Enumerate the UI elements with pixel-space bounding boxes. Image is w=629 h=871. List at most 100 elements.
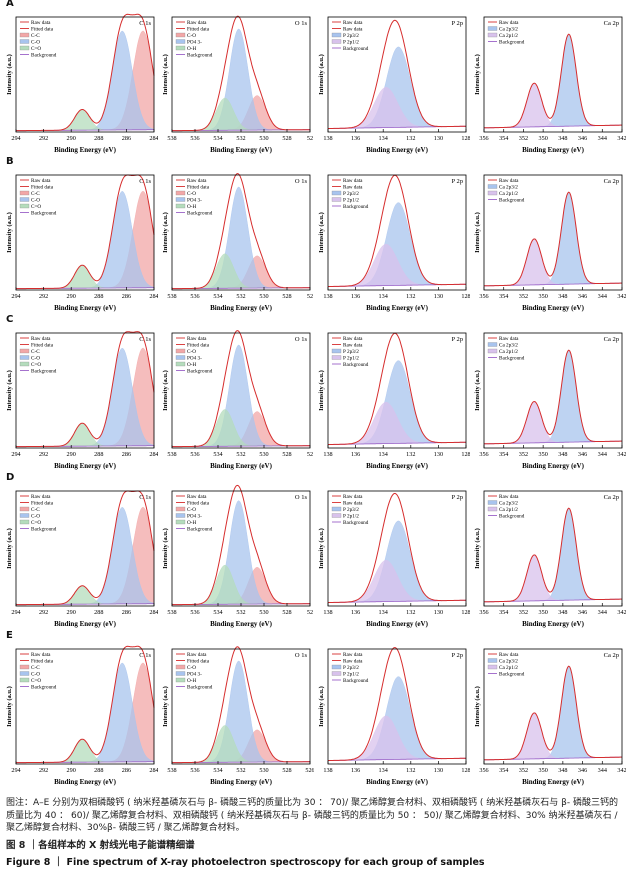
legend-label: PO4 3- (187, 40, 202, 46)
x-tick-label: 344 (598, 609, 607, 616)
legend-swatch (487, 348, 498, 354)
legend-swatch (331, 197, 342, 202)
x-tick-label: 346 (578, 293, 587, 300)
caption-title-cn: 图 8 ｜各组样本的 X 射线光电子能谱精细谱 (6, 839, 195, 851)
legend-swatch (487, 506, 498, 512)
x-tick-label: 354 (499, 609, 508, 616)
legend-label: Background (31, 527, 57, 533)
x-tick-label: 286 (122, 767, 131, 774)
x-tick-label: 288 (94, 293, 103, 300)
plot-frame (327, 174, 467, 291)
x-tick-label: 344 (598, 135, 607, 142)
x-tick-label: 348 (558, 451, 567, 458)
x-tick-label: 52 (307, 293, 313, 300)
x-axis-label: Binding Energy (eV) (54, 778, 117, 786)
xps-panel-e-ca2p: 356 354 352 350 348 346 344 342 Binding Energy (… (474, 648, 626, 786)
y-axis-label: Intensity (a.u.) (162, 54, 169, 95)
legend-swatch (19, 671, 30, 676)
legend-label: Raw data (499, 336, 519, 342)
x-tick-label: 356 (479, 609, 488, 616)
x-tick-label: 534 (213, 293, 222, 300)
x-tick-label: 130 (434, 609, 443, 616)
y-axis-label: Intensity (a.u.) (318, 686, 325, 727)
legend-label: Background (343, 520, 369, 526)
legend-swatch (19, 348, 30, 354)
xps-panel-c-p2p: 138 136 134 132 130 128 Binding Energy (eV) Int… (318, 332, 470, 470)
legend-label: Raw data (187, 178, 207, 184)
legend-swatch (331, 664, 342, 670)
plot-frame (483, 174, 623, 291)
panel-title: C 1s (139, 20, 151, 27)
y-axis-label: Intensity (a.u.) (474, 370, 481, 411)
raw-data-line (16, 331, 155, 448)
x-tick-label: 294 (11, 767, 20, 774)
x-tick-label: 344 (598, 451, 607, 458)
legend-label: Background (31, 53, 57, 59)
x-tick-label: 528 (282, 135, 291, 142)
x-tick-label: 534 (213, 451, 222, 458)
legend-label: Background (343, 362, 369, 368)
legend-swatch (487, 184, 498, 189)
legend-label: Fitted data (187, 659, 210, 665)
legend-swatch (487, 658, 498, 663)
legend-label: Raw data (343, 343, 363, 349)
xps-panel-a-p2p: 138 136 134 132 130 128 Binding Energy (eV) Int… (318, 16, 470, 154)
x-tick-label: 290 (67, 451, 76, 458)
panel-title: O 1s (295, 20, 308, 27)
x-axis-label: Binding Energy (eV) (210, 304, 273, 312)
legend-swatch (175, 197, 186, 202)
legend-label: C-O (31, 514, 40, 520)
x-tick-label: 286 (122, 609, 131, 616)
peak-ca-2p3-2 (483, 191, 622, 287)
x-tick-label: 292 (39, 135, 48, 142)
x-tick-label: 136 (351, 767, 360, 774)
x-tick-label: 346 (578, 767, 587, 774)
legend-swatch (487, 664, 498, 670)
xps-panel-c-o1s: 538 536 534 532 530 528 52 Binding Energy (eV) I… (162, 330, 313, 470)
x-tick-label: 284 (149, 451, 158, 458)
legend-label: Raw data (343, 501, 363, 507)
y-axis-label: Intensity (a.u.) (474, 528, 481, 569)
x-tick-label: 352 (519, 609, 528, 616)
x-tick-label: 350 (539, 767, 548, 774)
legend-label: Raw data (343, 178, 363, 184)
legend-label: C-O (31, 198, 40, 204)
legend-label: Background (187, 685, 213, 691)
plot-frame (327, 648, 467, 765)
x-tick-label: 352 (519, 767, 528, 774)
legend-swatch (175, 45, 186, 51)
legend-swatch (175, 664, 186, 670)
x-tick-label: 346 (578, 135, 587, 142)
legend-label: C-O (187, 507, 196, 513)
legend-label: C=O (31, 204, 41, 210)
x-tick-label: 130 (434, 135, 443, 142)
panel-title: C 1s (139, 178, 151, 185)
y-axis-label: Intensity (a.u.) (318, 370, 325, 411)
x-axis-label: Binding Energy (eV) (522, 146, 585, 154)
raw-data-line (328, 332, 467, 445)
y-axis-label: Intensity (a.u.) (6, 528, 13, 569)
legend-swatch (19, 677, 30, 683)
legend-swatch (331, 506, 342, 512)
x-tick-label: 530 (259, 135, 268, 142)
legend-label: Ca 2p1/2 (499, 349, 518, 355)
x-tick-label: 284 (149, 135, 158, 142)
legend-swatch (331, 39, 342, 44)
x-tick-label: 294 (11, 609, 20, 616)
x-tick-label: 532 (236, 451, 245, 458)
x-tick-label: 284 (149, 767, 158, 774)
legend-label: Raw data (31, 20, 51, 26)
x-tick-label: 530 (259, 609, 268, 616)
x-tick-label: 292 (39, 609, 48, 616)
legend-label: Raw data (499, 20, 519, 26)
raw-data-line (16, 174, 155, 290)
x-tick-label: 292 (39, 451, 48, 458)
x-tick-label: 526 (305, 767, 314, 774)
x-tick-label: 536 (190, 451, 199, 458)
xps-panel-b-p2p: 138 136 134 132 130 128 Binding Energy (eV) Int… (318, 174, 470, 312)
x-tick-label: 288 (94, 451, 103, 458)
x-tick-label: 538 (167, 767, 176, 774)
legend-swatch (175, 203, 186, 209)
legend-swatch (331, 190, 342, 196)
legend-swatch (19, 190, 30, 196)
